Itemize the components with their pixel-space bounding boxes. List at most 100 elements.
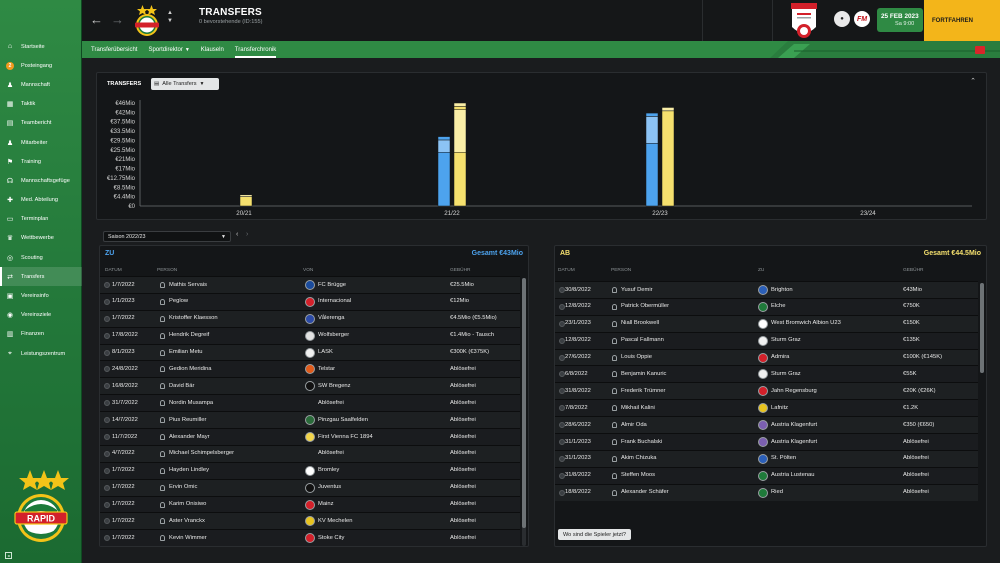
club-name[interactable]: Pinzgau Saalfelden: [318, 416, 368, 423]
sidebar-item-finanzen[interactable]: ▥ Finanzen: [0, 325, 82, 344]
sidebar-item-mannschaft[interactable]: ♟ Mannschaft: [0, 75, 82, 94]
sidebar-item-training[interactable]: ⚑ Training: [0, 152, 82, 171]
person-name[interactable]: Peglow: [169, 298, 189, 305]
table-row[interactable]: 31/7/2022 Nordin Musampa Ablösefrei Ablösef…: [100, 394, 520, 412]
sidebar-item-scouting[interactable]: ◎ Scouting: [0, 248, 82, 267]
table-row[interactable]: 31/8/2022 Steffen Moos Austria Lustenau Abl…: [555, 466, 978, 484]
club-name[interactable]: Internacional: [318, 298, 352, 305]
club-name[interactable]: Ried: [771, 489, 783, 496]
person-name[interactable]: Frederik Trümner: [621, 387, 666, 394]
sidebar-item-mannschaftsgefüge[interactable]: ☊ Mannschaftsgefüge: [0, 171, 82, 190]
table-row[interactable]: 23/1/2023 Niall Brookwell West Bromwich Al…: [555, 314, 978, 332]
sidebar-item-med-abteilung[interactable]: ✚ Med. Abteilung: [0, 191, 82, 210]
forward-arrow-icon[interactable]: →: [111, 12, 124, 27]
table-row[interactable]: 18/8/2022 Alexander Schäfer Ried Ablösefrei: [555, 483, 978, 501]
col-to[interactable]: ZU: [758, 268, 765, 273]
table-row[interactable]: 16/8/2022 David Bär SW Bregenz Ablösefrei: [100, 377, 520, 395]
club-name[interactable]: Sturm Graz: [771, 370, 801, 377]
table-row[interactable]: 1/1/2023 Peglow Internacional €12Mio: [100, 292, 520, 310]
club-name[interactable]: St. Pölten: [771, 455, 797, 462]
club-name[interactable]: Ablösefrei: [318, 450, 344, 457]
person-name[interactable]: Alexander Mayr: [169, 433, 210, 440]
club-name[interactable]: Wolfsberger: [318, 332, 350, 339]
club-name[interactable]: SW Bregenz: [318, 382, 351, 389]
table-row[interactable]: 7/8/2022 Mikhail Kalini Lafnitz €1.2K: [555, 399, 978, 417]
tab-transferübersicht[interactable]: Transferübersicht: [91, 41, 137, 58]
club-name[interactable]: Austria Klagenfurt: [771, 438, 818, 445]
club-name[interactable]: Austria Klagenfurt: [771, 421, 818, 428]
sidebar-item-posteingang[interactable]: 2 Posteingang: [0, 56, 82, 75]
sidebar-item-terminplan[interactable]: ▭ Terminplan: [0, 210, 82, 229]
person-name[interactable]: Hayden Lindley: [169, 467, 209, 474]
club-name[interactable]: LASK: [318, 349, 333, 356]
person-name[interactable]: Kristoffer Klaesson: [169, 315, 218, 322]
table-row[interactable]: 31/8/2022 Frederik Trümner Jahn Regensburg…: [555, 382, 978, 400]
person-name[interactable]: Almir Oda: [621, 421, 647, 428]
table-row[interactable]: 1/7/2022 Aster Vranckx KV Mechelen Ablösefr…: [100, 512, 520, 530]
table-row[interactable]: 31/1/2023 Frank Buchalski Austria Klagenfu…: [555, 433, 978, 450]
club-name[interactable]: Jahn Regensburg: [771, 387, 817, 394]
tab-sportdirektor[interactable]: Sportdirektor ▼: [148, 41, 189, 58]
where-are-players-now-button[interactable]: Wo sind die Spieler jetzt?: [558, 529, 632, 540]
chevron-down-icon[interactable]: ▼: [167, 18, 173, 24]
sidebar-item-taktik[interactable]: ▦ Taktik: [0, 95, 82, 114]
sidebar-item-wettbewerbe[interactable]: ♛ Wettbewerbe: [0, 229, 82, 248]
incoming-scrollbar[interactable]: [522, 278, 526, 546]
person-name[interactable]: Alexander Schäfer: [621, 489, 669, 496]
season-prev-button[interactable]: ‹: [236, 231, 239, 238]
season-next-button[interactable]: ›: [246, 231, 249, 238]
table-row[interactable]: 1/7/2022 Kevin Wimmer Stoke City Ablösefrei: [100, 529, 520, 546]
club-name[interactable]: Telstar: [318, 365, 336, 372]
table-row[interactable]: 11/7/2022 Alexander Mayr First Vienna FC 1…: [100, 428, 520, 445]
back-arrow-icon[interactable]: ←: [90, 12, 103, 27]
col-person[interactable]: PERSON: [611, 268, 632, 273]
table-row[interactable]: 8/1/2023 Emilian Metu LASK €300K (€375K): [100, 343, 520, 361]
club-name[interactable]: Sturm Graz: [771, 337, 801, 344]
club-name[interactable]: Lafnitz: [771, 404, 789, 411]
table-row[interactable]: 12/8/2022 Patrick Obermüller Elche €750K: [555, 297, 978, 315]
club-crest-icon[interactable]: [132, 5, 162, 37]
table-row[interactable]: 24/8/2022 Gedion Meridina Telstar Ablösefre…: [100, 360, 520, 378]
col-fee[interactable]: GEBÜHR: [450, 268, 471, 273]
club-name[interactable]: Stoke City: [318, 534, 345, 541]
club-name[interactable]: West Bromwich Albion U23: [771, 320, 841, 327]
table-row[interactable]: 1/7/2022 Ervin Omic Juventus Ablösefrei: [100, 478, 520, 496]
person-name[interactable]: Nordin Musampa: [169, 399, 214, 406]
club-name[interactable]: Elche: [771, 303, 786, 310]
sidebar-item-leistungszentrum[interactable]: ⌖ Leistungszentrum: [0, 344, 82, 363]
sidebar-item-vereinsziele[interactable]: ◉ Vereinsziele: [0, 306, 82, 325]
table-row[interactable]: 6/8/2022 Benjamin Kanuric Sturm Graz €55K: [555, 365, 978, 383]
club-name[interactable]: Ablösefrei: [318, 399, 344, 406]
tab-transferchronik[interactable]: Transferchronik: [234, 41, 277, 58]
club-name[interactable]: Juventus: [318, 484, 342, 491]
continue-button[interactable]: FORTFAHREN: [924, 0, 1000, 41]
club-name[interactable]: Mainz: [318, 501, 334, 508]
season-dropdown[interactable]: Saison 2022/23 ▼: [103, 231, 231, 242]
person-name[interactable]: Patrick Obermüller: [621, 303, 669, 310]
col-from[interactable]: VON: [303, 268, 314, 273]
table-row[interactable]: 17/8/2022 Hendrik Degreif Wolfsberger €1.4M…: [100, 326, 520, 344]
fm-logo-icon[interactable]: FM: [854, 11, 870, 27]
table-row[interactable]: 28/6/2022 Almir Oda Austria Klagenfurt €350…: [555, 416, 978, 434]
col-date[interactable]: DATUM: [105, 268, 122, 273]
person-name[interactable]: Karim Onisiwo: [169, 501, 207, 508]
club-name[interactable]: Bromley: [318, 467, 340, 474]
person-name[interactable]: Frank Buchalski: [621, 438, 663, 445]
table-row[interactable]: 31/1/2023 Akim Chizuka St. Pölten Ablösefre…: [555, 449, 978, 467]
table-row[interactable]: 4/7/2022 Michael Schimpelsberger Ablösefre…: [100, 444, 520, 462]
tab-klauseln[interactable]: Klauseln: [201, 41, 224, 58]
person-name[interactable]: Michael Schimpelsberger: [169, 450, 235, 457]
sidebar-item-startseite[interactable]: ⌂ Startseite: [0, 37, 82, 56]
club-name[interactable]: First Vienna FC 1894: [318, 433, 373, 440]
club-name[interactable]: Vålerenga: [318, 315, 345, 322]
person-name[interactable]: Emilian Metu: [169, 349, 203, 356]
club-name[interactable]: Austria Lustenau: [771, 472, 815, 479]
person-name[interactable]: Kevin Wimmer: [169, 534, 207, 541]
league-badge-icon[interactable]: [788, 1, 820, 41]
person-name[interactable]: Pascal Fallmann: [621, 337, 664, 344]
club-name[interactable]: Admira: [771, 354, 790, 361]
chat-icon[interactable]: [975, 46, 985, 54]
sidebar-item-vereinsinfo[interactable]: ▣ Vereinsinfo: [0, 286, 82, 305]
club-name[interactable]: Brighton: [771, 286, 793, 293]
person-name[interactable]: David Bär: [169, 382, 195, 389]
